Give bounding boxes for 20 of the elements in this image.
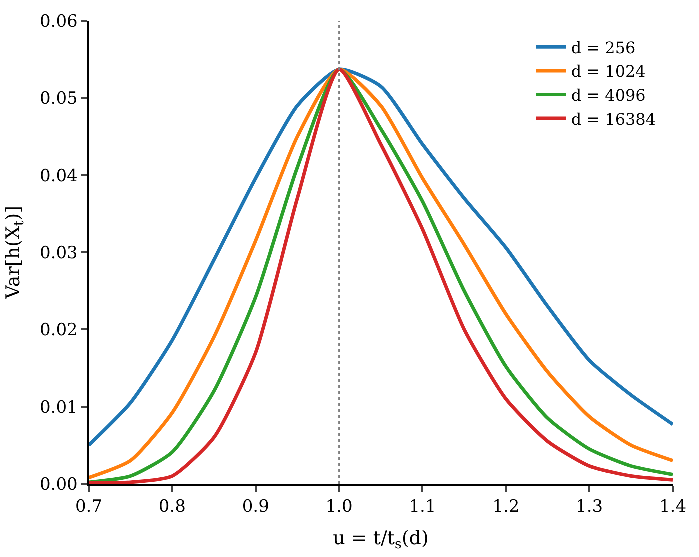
x-tick-label: 1.0 <box>326 497 353 518</box>
y-tick-label: 0.01 <box>40 398 78 418</box>
x-tick-label: 0.8 <box>158 497 186 518</box>
y-tick-label: 0.06 <box>40 12 78 32</box>
x-tick-label: 0.7 <box>75 497 103 518</box>
x-tick-label: 0.9 <box>242 497 270 518</box>
legend-label: d = 1024 <box>571 62 646 82</box>
y-tick-label: 0.02 <box>40 320 78 341</box>
y-tick-label: 0.03 <box>40 243 78 264</box>
legend-label: d = 4096 <box>571 86 646 105</box>
y-tick-label: 0.05 <box>40 89 78 110</box>
x-tick-label: 1.3 <box>576 497 604 518</box>
y-tick-label: 0.04 <box>40 166 78 186</box>
x-axis-title: u = t/t$_{s}$(d) <box>333 527 429 552</box>
legend-label: d = 256 <box>571 38 636 58</box>
x-tick-label: 1.4 <box>659 497 687 518</box>
x-tick-label: 1.1 <box>409 497 436 518</box>
x-tick-label: 1.2 <box>492 497 520 518</box>
legend-label: d = 16384 <box>571 110 656 129</box>
y-tick-label: 0.00 <box>40 474 78 495</box>
